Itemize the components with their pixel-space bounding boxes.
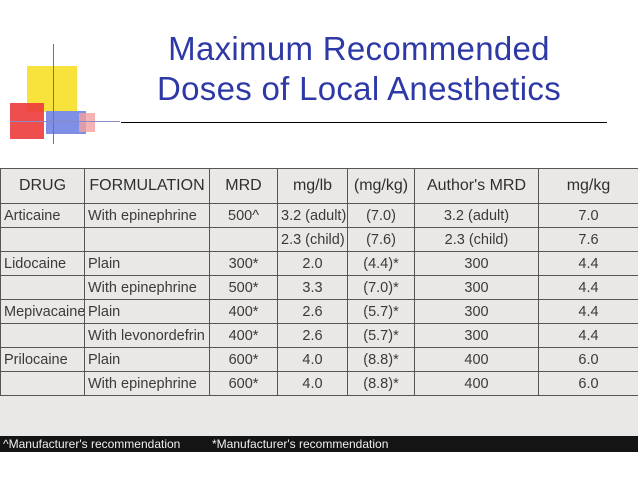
table-row: Mepivacaine Plain 400* 2.6 (5.7)* 300 4.… (0, 299, 638, 324)
header-drug: DRUG (0, 168, 85, 204)
cell-mrd: 600* (209, 371, 278, 396)
cell-mrd: 300* (209, 251, 278, 276)
cell-authors-mrd: 300 (414, 299, 539, 324)
cell-mg-kg-paren: (7.0)* (347, 275, 415, 300)
cell-authors-mrd: 400 (414, 371, 539, 396)
cell-mg-lb: 3.2 (adult) (277, 203, 348, 228)
header-mg-kg: mg/kg (538, 168, 638, 204)
cell-drug (0, 323, 85, 348)
decorative-blue-square (46, 111, 86, 134)
cell-mg-kg-paren: (5.7)* (347, 323, 415, 348)
cell-mrd: 600* (209, 347, 278, 372)
table-row: With epinephrine 600* 4.0 (8.8)* 400 6.0 (0, 371, 638, 396)
cell-mg-kg-paren: (5.7)* (347, 299, 415, 324)
dose-table: DRUG FORMULATION MRD mg/lb (mg/kg) Autho… (0, 168, 638, 396)
cell-mg-kg-paren: (8.8)* (347, 371, 415, 396)
cell-mg-kg-paren: (7.0) (347, 203, 415, 228)
cell-mg-kg: 4.4 (538, 299, 638, 324)
cell-mg-kg: 6.0 (538, 371, 638, 396)
table-footnotes: ^Manufacturer's recommendation *Manufact… (0, 436, 638, 452)
cell-mg-kg: 6.0 (538, 347, 638, 372)
cell-mg-lb: 4.0 (277, 371, 348, 396)
cell-mrd: 500* (209, 275, 278, 300)
cell-formulation (84, 227, 210, 252)
cell-formulation: With epinephrine (84, 371, 210, 396)
header-mrd: MRD (209, 168, 278, 204)
header-mg-kg-paren: (mg/kg) (347, 168, 415, 204)
dose-table-image: DRUG FORMULATION MRD mg/lb (mg/kg) Autho… (0, 168, 638, 452)
cell-mg-kg: 7.0 (538, 203, 638, 228)
cell-drug (0, 275, 85, 300)
cell-mg-lb: 2.6 (277, 323, 348, 348)
cell-mg-lb: 4.0 (277, 347, 348, 372)
cell-mg-kg-paren: (4.4)* (347, 251, 415, 276)
cell-mrd: 400* (209, 299, 278, 324)
header-formulation: FORMULATION (84, 168, 210, 204)
cell-drug: Mepivacaine (0, 299, 85, 324)
cell-formulation: Plain (84, 347, 210, 372)
slide-title-line-2: Doses of Local Anesthetics (156, 70, 562, 107)
cell-drug: Prilocaine (0, 347, 85, 372)
slide-title-line-1: Maximum Recommended (168, 30, 550, 67)
cell-drug: Articaine (0, 203, 85, 228)
cell-drug (0, 227, 85, 252)
cell-mg-kg-paren: (8.8)* (347, 347, 415, 372)
cell-formulation: Plain (84, 251, 210, 276)
cell-mg-lb: 2.6 (277, 299, 348, 324)
cell-formulation: With epinephrine (84, 275, 210, 300)
cell-mrd: 400* (209, 323, 278, 348)
cell-authors-mrd: 400 (414, 347, 539, 372)
cell-authors-mrd: 300 (414, 251, 539, 276)
footnote-asterisk: *Manufacturer's recommendation (212, 437, 389, 451)
cell-formulation: With epinephrine (84, 203, 210, 228)
cell-authors-mrd: 300 (414, 323, 539, 348)
decorative-pink-square (79, 113, 95, 132)
cell-mg-kg: 4.4 (538, 251, 638, 276)
table-header-row: DRUG FORMULATION MRD mg/lb (mg/kg) Autho… (0, 168, 638, 204)
table-row: Prilocaine Plain 600* 4.0 (8.8)* 400 6.0 (0, 347, 638, 372)
cell-authors-mrd: 3.2 (adult) (414, 203, 539, 228)
cell-drug (0, 371, 85, 396)
cell-formulation: With levonordefrin (84, 323, 210, 348)
cell-mg-kg-paren: (7.6) (347, 227, 415, 252)
table-row: Lidocaine Plain 300* 2.0 (4.4)* 300 4.4 (0, 251, 638, 276)
cell-mg-lb: 2.3 (child) (277, 227, 348, 252)
cell-mg-kg: 7.6 (538, 227, 638, 252)
cell-authors-mrd: 2.3 (child) (414, 227, 539, 252)
header-authors-mrd: Author's MRD (414, 168, 539, 204)
header-mg-lb: mg/lb (277, 168, 348, 204)
table-row: 2.3 (child) (7.6) 2.3 (child) 7.6 (0, 227, 638, 252)
decorative-vertical-line (53, 44, 54, 144)
cell-mg-lb: 3.3 (277, 275, 348, 300)
cell-drug: Lidocaine (0, 251, 85, 276)
cell-authors-mrd: 300 (414, 275, 539, 300)
cell-mg-kg: 4.4 (538, 275, 638, 300)
table-row: Articaine With epinephrine 500^ 3.2 (adu… (0, 203, 638, 228)
cell-mg-lb: 2.0 (277, 251, 348, 276)
table-row: With levonordefrin 400* 2.6 (5.7)* 300 4… (0, 323, 638, 348)
decorative-horizontal-line (10, 121, 120, 122)
cell-formulation: Plain (84, 299, 210, 324)
title-underline (121, 122, 607, 123)
cell-mg-kg: 4.4 (538, 323, 638, 348)
cell-mrd: 500^ (209, 203, 278, 228)
table-row: With epinephrine 500* 3.3 (7.0)* 300 4.4 (0, 275, 638, 300)
slide-title: Maximum Recommended Doses of Local Anest… (119, 29, 599, 109)
footnote-caret: ^Manufacturer's recommendation (3, 437, 181, 451)
cell-mrd (209, 227, 278, 252)
